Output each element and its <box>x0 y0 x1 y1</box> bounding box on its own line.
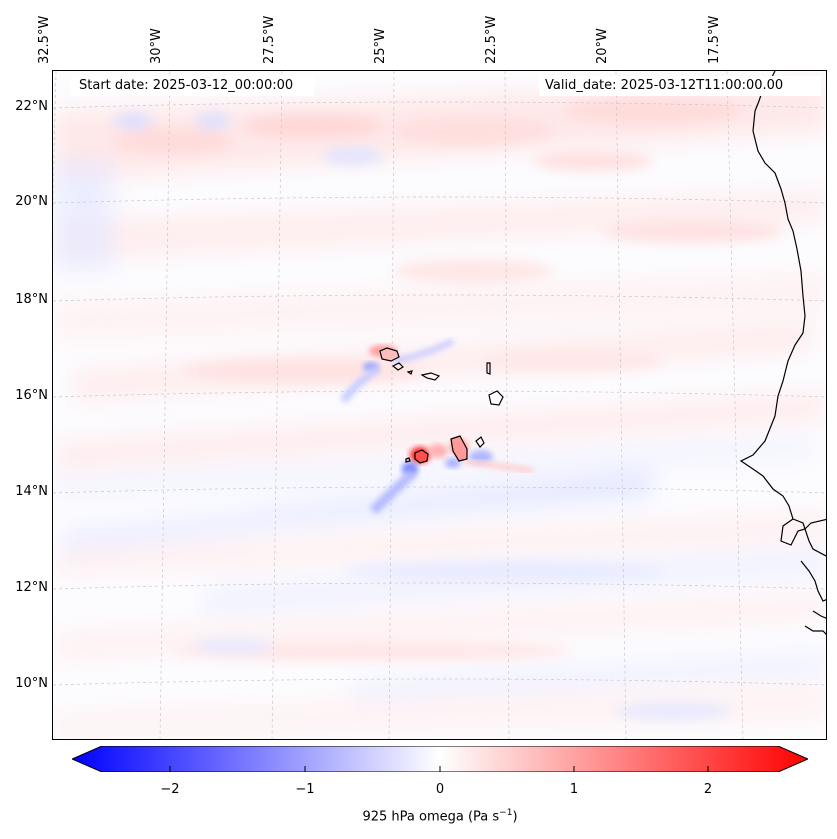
island-sao-vicente <box>391 362 404 371</box>
colorbar-gradient <box>72 746 808 772</box>
map-panel[interactable] <box>52 70 827 740</box>
lat-tick-label: 22°N <box>15 99 48 114</box>
lon-tick-label: 20°W <box>595 28 610 64</box>
island-santiago <box>450 435 468 462</box>
start-date-label: Start date: 2025-03-12_00:00:00 <box>79 78 294 93</box>
start-date-bg <box>71 76 314 96</box>
island-santa-luzia <box>406 370 413 375</box>
lat-tick-label: 14°N <box>15 484 48 499</box>
island-brava <box>405 457 411 463</box>
lon-tick-label: 32.5°W <box>37 15 52 64</box>
lat-tick-label: 16°N <box>15 388 48 403</box>
colorbar-title: 925 hPa omega (Pa s−1) <box>362 808 518 825</box>
lon-tick-label: 17.5°W <box>707 15 722 64</box>
valid-date-label: Valid_date: 2025-03-12T11:00:00.00 <box>545 78 784 93</box>
colorbar <box>72 746 808 772</box>
island-sao-nicolau <box>420 372 441 381</box>
island-boa-vista <box>488 390 504 406</box>
island-maio <box>475 436 485 448</box>
valid-date-bg <box>539 76 821 96</box>
omega-patches <box>113 97 783 719</box>
lon-tick-label: 25°W <box>373 28 388 64</box>
longitude-axis: 32.5°W 30°W 27.5°W 25°W 22.5°W 20°W 17.5… <box>0 0 837 70</box>
omega-streaks <box>53 81 826 739</box>
latitude-axis: 22°N 20°N 18°N 16°N 14°N 12°N 10°N <box>0 0 50 839</box>
colorbar-tick-label: 2 <box>703 782 713 797</box>
omega-field-map <box>53 71 826 739</box>
island-fogo <box>414 449 429 464</box>
colorbar-tick-label: 1 <box>569 782 579 797</box>
lon-tick-label: 27.5°W <box>262 15 277 64</box>
colorbar-tick-label: −2 <box>160 782 180 797</box>
lon-tick-label: 22.5°W <box>484 15 499 64</box>
lat-tick-label: 12°N <box>15 580 48 595</box>
island-santo-antao <box>379 347 400 362</box>
lat-tick-label: 18°N <box>15 292 48 307</box>
island-sal <box>486 362 491 375</box>
lon-tick-label: 30°W <box>149 28 164 64</box>
lat-tick-label: 20°N <box>15 194 48 209</box>
colorbar-tick-label: 0 <box>435 782 445 797</box>
lat-tick-label: 10°N <box>15 676 48 691</box>
graticule <box>53 71 826 739</box>
colorbar-tick-label: −1 <box>295 782 315 797</box>
